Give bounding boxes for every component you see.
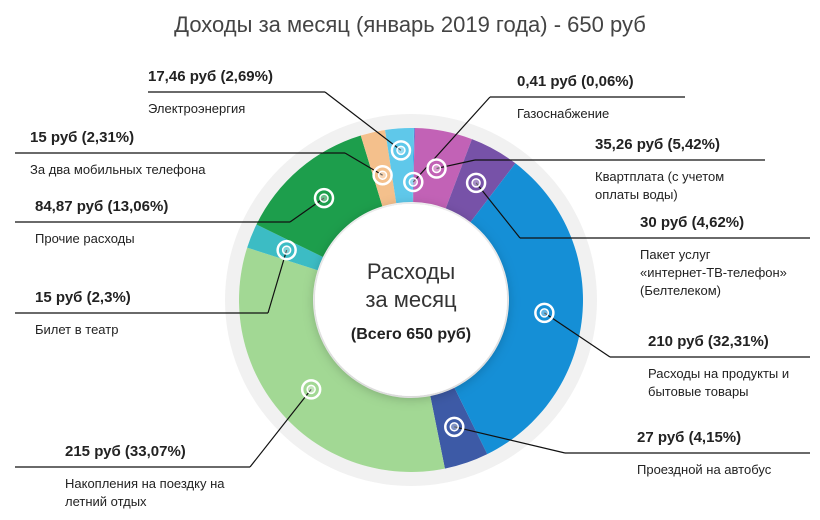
donut-segment <box>413 128 472 209</box>
value-label: 215 руб (33,07%) <box>65 443 186 460</box>
marker <box>534 302 555 324</box>
leader-line <box>289 197 325 223</box>
category-label: Проездной на автобус <box>637 462 772 477</box>
value-label: 15 руб (2,31%) <box>30 129 135 146</box>
category-label: Накопления на поездку на летний отдых <box>65 476 225 509</box>
value-label: 0,41 руб (0,06%) <box>517 73 634 90</box>
category-label: Газоснабжение <box>517 106 610 121</box>
leader-line <box>436 159 476 170</box>
marker-dot <box>281 245 292 255</box>
center-subtitle: (Всего 650 руб) <box>350 326 472 343</box>
center-disc <box>315 204 507 396</box>
leader-line <box>344 152 383 176</box>
marker-dot <box>306 384 316 395</box>
donut-segment <box>256 135 383 258</box>
marker <box>465 172 487 194</box>
value-label: 27 руб (4,15%) <box>637 429 742 446</box>
marker <box>276 239 297 261</box>
value-label: 84,87 руб (13,06%) <box>35 198 169 215</box>
marker <box>300 379 322 400</box>
marker-dot <box>431 163 442 174</box>
leader-line <box>544 312 611 358</box>
leader-line <box>454 426 566 454</box>
marker <box>390 140 412 161</box>
marker-dot <box>319 193 329 203</box>
chart-title: Доходы за месяц (январь 2019 года) - 650… <box>174 12 646 37</box>
value-label: 15 руб (2,3%) <box>35 289 131 306</box>
marker-dot <box>396 145 406 156</box>
leader-line <box>324 91 402 151</box>
category-label: Электроэнергия <box>148 101 246 116</box>
marker <box>313 187 335 209</box>
category-label: Прочие расходы <box>35 231 135 246</box>
marker <box>403 171 424 193</box>
marker-dot <box>377 170 388 180</box>
marker <box>426 158 447 179</box>
marker-dot <box>408 177 419 187</box>
category-label: Расходы на продукты и бытовые товары <box>648 366 790 399</box>
value-label: 17,46 руб (2,69%) <box>148 68 273 85</box>
marker-dot <box>471 178 481 188</box>
marker-dot <box>539 308 550 318</box>
category-label: Квартплата (с учетом оплаты воды) <box>595 169 725 202</box>
value-label: 210 руб (32,31%) <box>648 333 769 350</box>
marker <box>444 416 465 438</box>
category-label: Билет в театр <box>35 322 119 337</box>
category-label: За два мобильных телефона <box>30 162 206 177</box>
marker <box>372 164 393 186</box>
donut-segment <box>454 163 584 455</box>
value-label: 30 руб (4,62%) <box>640 214 745 231</box>
leader-line <box>249 388 312 468</box>
center-title: Расходы за месяц <box>365 259 457 312</box>
leader-line <box>267 249 288 314</box>
value-label: 35,26 руб (5,42%) <box>595 136 720 153</box>
leader-line <box>412 96 491 183</box>
donut-segment <box>247 224 323 271</box>
donut-segment <box>412 128 415 203</box>
marker-dot <box>449 422 460 432</box>
leader-line <box>475 182 521 239</box>
category-label: Пакет услуг «интернет-ТВ-телефон» (Белте… <box>640 247 787 298</box>
